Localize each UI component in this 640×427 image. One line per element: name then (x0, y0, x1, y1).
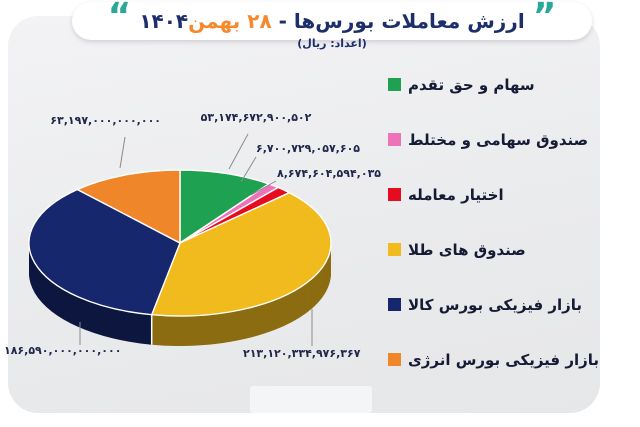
pie-slice (28, 188, 181, 316)
legend: سهام و حق تقدم صندوق سهامی و مختلط اختیار … (388, 57, 599, 387)
value-label-gold-funds: ۲۱۳,۱۲۰,۳۳۴,۹۷۶,۳۶۷ (243, 347, 361, 360)
legend-item: اختیار معامله (388, 167, 593, 222)
legend-label: سهام و حق تقدم (408, 75, 535, 94)
page-title: ارزش معاملات بورس‌ها - ۲۸ بهمن۱۴۰۴ (139, 9, 524, 33)
value-label-options: ۸,۶۷۴,۶۰۴,۵۹۴,۰۳۵ (277, 167, 381, 180)
legend-item: صندوق سهامی و مختلط (388, 112, 593, 167)
legend-swatch (388, 78, 401, 91)
legend-item: بازار فیزیکی بورس کالا (388, 277, 593, 332)
close-quote-icon: ” (532, 0, 557, 38)
legend-swatch (388, 188, 401, 201)
label-connector-line (228, 133, 249, 170)
legend-item: سهام و حق تقدم (388, 57, 593, 112)
legend-item: بازار فیزیکی بورس انرژی (388, 332, 599, 387)
legend-swatch (388, 133, 401, 146)
legend-label: صندوق سهامی و مختلط (408, 130, 589, 149)
pie-slice (76, 169, 181, 244)
label-connector-line (119, 136, 126, 169)
pie-chart (28, 133, 332, 346)
legend-label: بازار فیزیکی بورس کالا (408, 295, 583, 314)
legend-swatch (388, 298, 401, 311)
pie-slice (179, 169, 270, 244)
value-label-commodity-market: ۱۸۶,۵۹۰,۰۰۰,۰۰۰,۰۰۰ (4, 344, 122, 357)
value-label-energy-market: ۶۳,۱۹۷,۰۰۰,۰۰۰,۰۰۰ (50, 114, 161, 127)
watermark-patch (250, 386, 372, 413)
pie-slice (151, 191, 332, 317)
value-label-stocks: ۵۳,۱۷۴,۶۷۲,۹۰۰,۵۰۲ (200, 111, 312, 124)
legend-swatch (388, 353, 401, 366)
title-date: ۲۸ بهمن (188, 9, 272, 33)
legend-swatch (388, 243, 401, 256)
title-banner: “ ارزش معاملات بورس‌ها - ۲۸ بهمن۱۴۰۴ ” (72, 0, 592, 40)
label-connector-line (250, 180, 277, 196)
legend-label: صندوق های طلا (408, 240, 526, 259)
title-main: ارزش معاملات بورس‌ها - (271, 9, 525, 33)
label-connector-line (240, 156, 257, 183)
legend-item: صندوق های طلا (388, 222, 593, 277)
open-quote-icon: “ (107, 0, 132, 38)
unit-note: (اعداد: ریال) (297, 37, 367, 50)
legend-label: اختیار معامله (408, 185, 504, 204)
value-label-mixed-funds: ۶,۷۰۰,۷۲۹,۰۵۷,۶۰۵ (256, 142, 360, 155)
legend-label: بازار فیزیکی بورس انرژی (408, 350, 600, 369)
title-year: ۱۴۰۴ (139, 9, 189, 33)
